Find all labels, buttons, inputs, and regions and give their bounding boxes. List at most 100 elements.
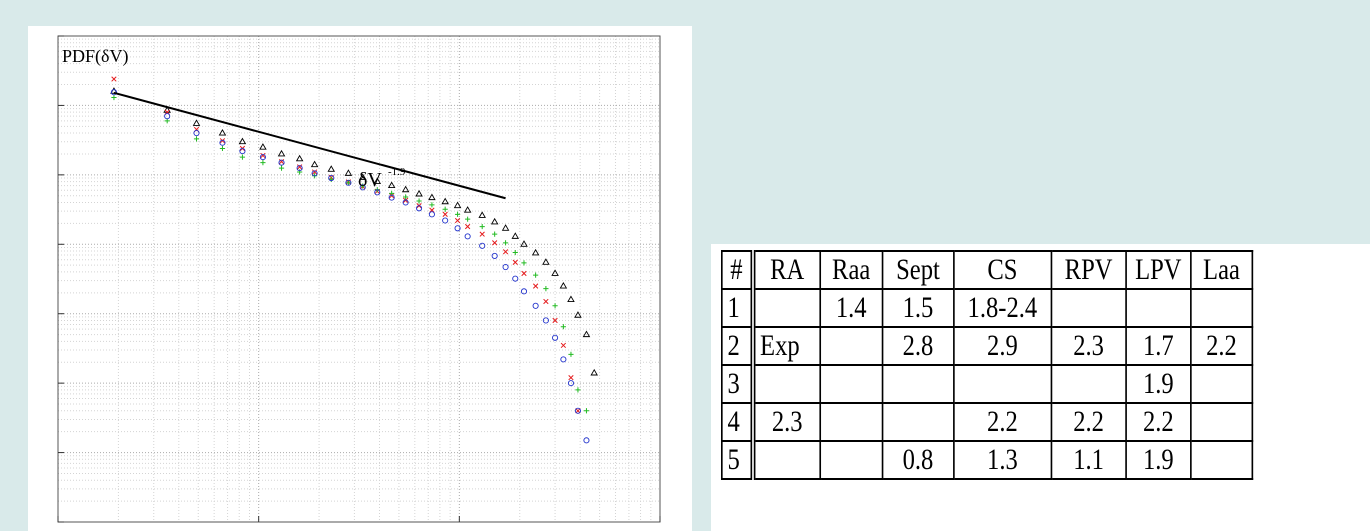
data-point-plus (111, 94, 117, 101)
data-point-circle (239, 148, 246, 155)
data-point-plus (492, 231, 498, 237)
data-point-plus (568, 351, 574, 357)
data-point-cross (502, 249, 509, 255)
data-point-cross (492, 240, 498, 246)
data-point-circle (296, 165, 303, 172)
data-point-cross (521, 270, 527, 277)
data-point-circle (512, 275, 519, 282)
table-cell: 1.4 (819, 288, 884, 328)
table-row: 5 0.8 1.3 1.1 1.9 (721, 440, 1254, 480)
table-cell: 1.7 (1125, 326, 1192, 366)
data-point-cross (442, 211, 448, 217)
data-point-cross (111, 76, 117, 82)
table-cell (1189, 288, 1254, 328)
data-point-triangle (441, 197, 449, 205)
data-point-cross (464, 223, 471, 230)
data-point-cross (575, 408, 581, 414)
table-row: 2 Exp 2.8 2.9 2.3 1.7 2.2 (721, 326, 1254, 366)
data-point-circle (278, 159, 285, 166)
data-point-triangle (358, 173, 367, 180)
data-point-plus (297, 169, 303, 175)
table-cell: 2 (721, 326, 756, 366)
header-lpv: LPV (1125, 250, 1192, 290)
data-point-triangle (463, 206, 472, 213)
data-point-cross (512, 259, 518, 265)
chart-panel: PDF(δV) δV -1.9 (28, 26, 692, 531)
table-panel: # RA Raa Sept CS RPV LPV Laa 1 1.4 1.5 1… (711, 244, 1370, 531)
data-point-circle (491, 252, 498, 259)
data-point-circle (259, 154, 266, 161)
header-rpv: RPV (1050, 250, 1127, 290)
table-row: 4 2.3 2.2 2.2 2.2 (721, 402, 1254, 442)
data-point-plus (479, 223, 485, 230)
data-point-circle (388, 194, 395, 201)
data-point-circle (328, 174, 335, 182)
header-laa: Laa (1189, 250, 1254, 290)
data-point-cross (311, 169, 318, 175)
data-point-triangle (310, 160, 319, 168)
data-point-plus (360, 183, 366, 189)
table-cell (1189, 402, 1254, 442)
table-header-row: # RA Raa Sept CS RPV LPV Laa (721, 250, 1254, 290)
table-cell: 2.2 (1189, 326, 1254, 366)
pdf-scatter-chart: PDF(δV) δV -1.9 (57, 35, 661, 523)
fit-annotation: δV (358, 169, 382, 191)
data-point-circle (402, 199, 409, 206)
data-point-circle (311, 170, 318, 177)
data-point-plus (260, 160, 266, 166)
data-point-cross (296, 164, 303, 170)
data-point-plus (416, 198, 422, 204)
data-point-plus (278, 165, 285, 171)
table-cell: 2.2 (1125, 402, 1192, 442)
table-cell: 5 (721, 440, 756, 480)
data-point-circle (442, 217, 449, 224)
data-point-plus (454, 211, 461, 217)
header-cs: CS (952, 250, 1052, 290)
data-point-plus (502, 240, 509, 246)
data-point-cross (543, 298, 549, 305)
table-cell (881, 402, 955, 442)
table-cell: 1.3 (952, 440, 1052, 480)
data-point-triangle (428, 193, 436, 201)
data-point-triangle (567, 295, 575, 302)
table-cell (952, 364, 1052, 404)
data-point-triangle (531, 248, 540, 256)
data-point-circle (532, 302, 539, 309)
data-point-triangle (387, 181, 396, 189)
plot-frame (57, 35, 661, 523)
table-cell: 2.8 (881, 326, 955, 366)
data-point-circle (416, 205, 423, 212)
data-point-circle (583, 437, 590, 444)
data-point-triangle (327, 165, 336, 172)
table-cell: Exp (751, 326, 821, 366)
data-point-plus (521, 260, 527, 266)
data-point-cross (260, 152, 266, 159)
data-point-plus (533, 272, 539, 278)
data-point-cross (454, 217, 461, 224)
data-point-triangle (238, 137, 247, 145)
data-point-circle (479, 242, 486, 249)
data-point-circle (428, 211, 435, 218)
data-point-circle (374, 189, 381, 196)
data-point-plus (403, 194, 409, 200)
data-point-triangle (520, 240, 528, 247)
data-point-circle (454, 225, 461, 232)
data-point-triangle (344, 169, 353, 176)
data-point-cross (552, 317, 558, 324)
data-point-triangle (582, 330, 591, 338)
results-table: # RA Raa Sept CS RPV LPV Laa 1 1.4 1.5 1… (721, 250, 1254, 480)
data-point-plus (560, 324, 566, 330)
data-point-circle (110, 89, 117, 96)
table-cell: 1 (721, 288, 756, 328)
data-point-circle (193, 130, 200, 137)
data-point-cross (532, 283, 539, 289)
table-cell (1125, 288, 1192, 328)
fit-annotation-exponent: -1.9 (388, 166, 406, 178)
data-point-plus (219, 145, 226, 152)
table-cell (819, 402, 884, 442)
table-cell: 1.1 (1050, 440, 1127, 480)
y-axis-label: PDF(δV) (62, 46, 129, 67)
table-cell (751, 364, 821, 404)
table-cell: 1.9 (1125, 364, 1192, 404)
data-point-cross (479, 231, 485, 237)
